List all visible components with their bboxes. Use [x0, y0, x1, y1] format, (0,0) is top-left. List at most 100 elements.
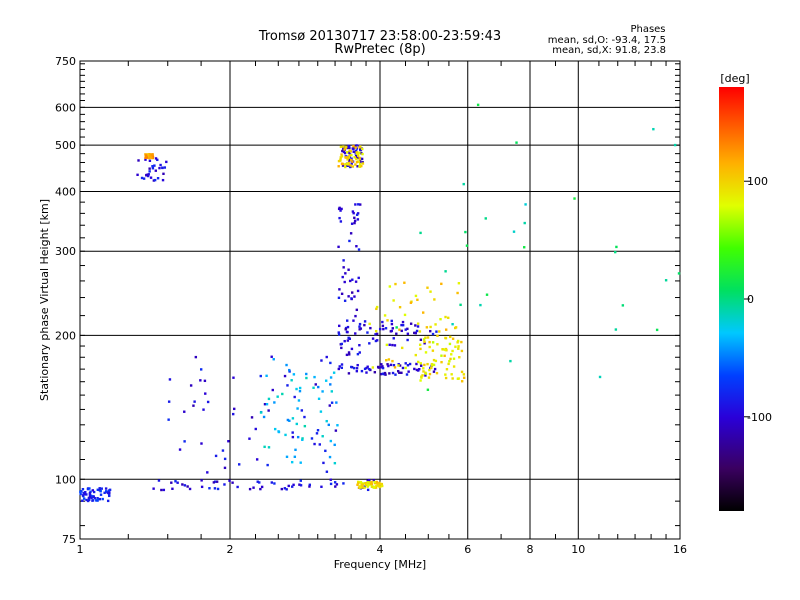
echo-point	[344, 328, 347, 331]
echo-point	[340, 346, 343, 350]
echo-point	[414, 353, 418, 357]
echo-point	[419, 347, 422, 351]
echo-point	[406, 332, 410, 335]
echo-point	[355, 160, 359, 164]
echo-point	[456, 291, 459, 295]
echo-point	[448, 342, 452, 346]
echo-point	[389, 363, 393, 367]
echo-point	[416, 298, 419, 302]
echo-point	[447, 362, 450, 366]
echo-point	[324, 379, 328, 382]
echo-point	[385, 359, 388, 362]
echo-point	[401, 323, 405, 327]
echo-point	[161, 166, 164, 169]
echo-point	[391, 327, 394, 330]
echo-point	[433, 367, 437, 371]
echo-point	[186, 485, 189, 488]
echo-point	[371, 366, 375, 369]
echo-point	[400, 371, 403, 375]
echo-point	[103, 491, 106, 494]
echo-point	[354, 163, 357, 166]
echo-point	[276, 395, 279, 398]
echo-point	[459, 303, 462, 307]
y-tick-labels: 75 100 200 300 400 500 600 750	[55, 55, 76, 546]
echo-point	[85, 498, 88, 502]
echo-point	[419, 364, 423, 367]
echo-point	[353, 219, 357, 223]
echo-point	[297, 399, 301, 402]
echo-point	[296, 407, 299, 410]
echo-point	[355, 369, 359, 373]
echo-point	[390, 322, 394, 326]
echo-point	[382, 327, 385, 331]
echo-point	[350, 157, 353, 160]
echo-point	[454, 326, 458, 329]
echo-point	[465, 244, 469, 247]
echo-point	[298, 483, 301, 486]
echo-point	[95, 499, 98, 502]
echo-point	[281, 392, 284, 396]
echo-point	[231, 481, 234, 484]
echo-point	[456, 339, 460, 343]
echo-point	[375, 484, 378, 488]
echo-point	[295, 387, 298, 391]
echo-point	[440, 354, 443, 357]
echo-point	[337, 331, 340, 334]
echo-point	[407, 370, 410, 373]
echo-point	[350, 154, 353, 157]
x-tick-label: 8	[527, 543, 534, 556]
echo-point	[445, 368, 449, 371]
echo-point	[148, 167, 151, 170]
echo-point	[414, 331, 417, 335]
echo-point	[363, 367, 367, 371]
colorbar-tick-label: 100	[747, 175, 768, 188]
echo-point	[664, 279, 668, 282]
echo-point	[401, 320, 405, 324]
echo-point	[320, 359, 323, 362]
echo-point	[338, 288, 341, 291]
echo-point	[615, 245, 618, 249]
echo-point	[301, 438, 304, 442]
echo-point	[100, 487, 103, 490]
echo-point	[359, 327, 363, 330]
echo-point	[344, 272, 347, 275]
echo-point	[329, 478, 332, 481]
echo-point	[344, 163, 347, 166]
echo-point	[340, 153, 343, 156]
echo-point	[329, 361, 332, 365]
echo-point	[161, 178, 165, 182]
echo-point	[358, 151, 361, 154]
echo-point	[288, 419, 291, 423]
echo-point	[418, 330, 422, 333]
echo-point	[621, 304, 625, 307]
echo-point	[356, 289, 360, 293]
echo-point	[345, 145, 348, 149]
echo-point	[353, 156, 356, 159]
echo-point	[451, 377, 454, 380]
echo-point	[462, 373, 466, 376]
echo-point	[357, 486, 361, 489]
echo-point	[456, 341, 459, 344]
echo-point	[232, 412, 235, 416]
echo-point	[232, 376, 235, 379]
echo-point	[375, 332, 379, 336]
echo-point	[376, 482, 379, 485]
echo-point	[426, 286, 429, 289]
echo-point	[325, 355, 328, 359]
echo-point	[250, 416, 254, 419]
echo-point	[359, 145, 362, 148]
echo-point	[285, 455, 289, 459]
echo-point	[426, 362, 429, 366]
echo-point	[267, 446, 271, 449]
echo-point	[460, 370, 464, 374]
echo-point	[385, 343, 389, 347]
echo-point	[357, 482, 360, 485]
echo-point	[337, 159, 341, 163]
echo-point	[90, 496, 93, 500]
echo-point	[367, 484, 370, 487]
echo-point	[393, 344, 397, 347]
echo-point	[317, 397, 321, 400]
echo-point	[154, 169, 158, 172]
echo-point	[136, 173, 139, 177]
echo-point	[88, 495, 92, 498]
